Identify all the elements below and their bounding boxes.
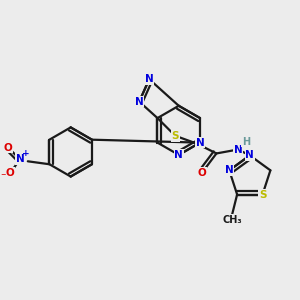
Text: O: O (197, 168, 206, 178)
Text: N: N (174, 150, 183, 160)
Text: N: N (145, 74, 154, 84)
Text: N: N (225, 165, 234, 175)
Text: N: N (196, 138, 204, 148)
Text: O: O (6, 168, 14, 178)
Text: S: S (259, 190, 266, 200)
Text: N: N (234, 145, 242, 154)
Text: N: N (16, 154, 24, 164)
Text: N: N (245, 150, 254, 161)
Text: +: + (22, 149, 30, 158)
Text: S: S (171, 131, 179, 141)
Text: N: N (135, 97, 144, 106)
Text: ⁻: ⁻ (1, 172, 6, 182)
Text: H: H (242, 136, 250, 147)
Text: O: O (4, 142, 13, 152)
Text: CH₃: CH₃ (222, 215, 242, 225)
